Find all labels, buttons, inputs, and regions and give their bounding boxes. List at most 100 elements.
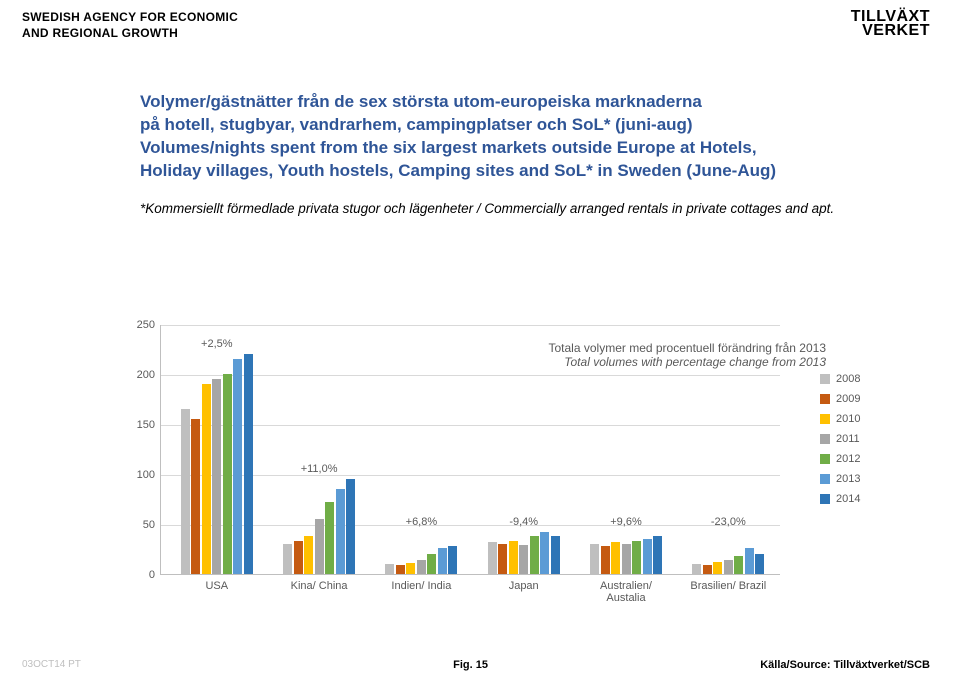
bar [530,536,539,574]
logo: TILLVÄXT VERKET [851,10,930,39]
bar [755,554,764,574]
legend-label: 2012 [836,453,860,465]
bar-group [385,546,457,574]
title-line2: på hotell, stugbyar, vandrarhem, camping… [140,114,860,137]
legend-label: 2014 [836,493,860,505]
bar [181,409,190,574]
chart-title-line1: Totala volymer med procentuell förändrin… [496,341,826,355]
bar [396,565,405,574]
bar [191,419,200,574]
bar [724,560,733,574]
gridline [161,425,780,426]
chart-title-line2: Total volumes with percentage change fro… [496,355,826,369]
title-main: Volymer/gästnätter från de sex största u… [140,91,860,183]
bar [315,519,324,574]
legend-swatch [820,494,830,504]
bar [223,374,232,574]
pct-annotation: -23,0% [711,516,746,528]
bar [498,544,507,574]
title-line4: Holiday villages, Youth hostels, Camping… [140,160,860,183]
y-tick-label: 200 [137,369,155,381]
x-category-label: Kina/ China [291,580,348,592]
bar [212,379,221,574]
x-category-label: USA [205,580,228,592]
bar [304,536,313,574]
bar [745,548,754,574]
bar [448,546,457,574]
footer: 03OCT14 PT Fig. 15 Källa/Source: Tillväx… [0,659,960,671]
y-tick-label: 100 [137,469,155,481]
bar [294,541,303,574]
bar [519,545,528,574]
bar [438,548,447,574]
x-category-label: Indien/ India [391,580,451,592]
footer-code: 03OCT14 PT [22,659,81,671]
bar [632,541,641,574]
bar-group [488,532,560,574]
bar [653,536,662,574]
agency-line1: SWEDISH AGENCY FOR ECONOMIC [22,10,238,26]
bar [601,546,610,574]
x-category-label: Australien/Austalia [600,580,652,604]
legend-item: 2011 [820,433,860,445]
y-tick-label: 250 [137,319,155,331]
pct-annotation: +9,6% [610,516,642,528]
bar [622,544,631,574]
bar-group [181,354,253,574]
y-tick-label: 50 [143,519,155,531]
title-line3: Volumes/nights spent from the six larges… [140,137,860,160]
legend-swatch [820,434,830,444]
header: SWEDISH AGENCY FOR ECONOMIC AND REGIONAL… [0,0,960,41]
legend-item: 2010 [820,413,860,425]
pct-annotation: +11,0% [301,463,338,475]
bar [233,359,242,574]
bar [427,554,436,574]
legend-label: 2011 [836,433,860,445]
agency-line2: AND REGIONAL GROWTH [22,26,238,42]
x-category-label: Japan [509,580,539,592]
gridline [161,475,780,476]
bar [325,502,334,574]
x-category-label: Brasilien/ Brazil [690,580,766,592]
gridline [161,525,780,526]
legend: 2008 2009 2010 2011 2012 2013 2014 [820,373,860,513]
legend-label: 2010 [836,413,860,425]
legend-swatch [820,414,830,424]
title-line1: Volymer/gästnätter från de sex största u… [140,91,860,114]
bar [611,542,620,574]
bar [283,544,292,574]
bar-group [283,479,355,574]
legend-label: 2009 [836,393,860,405]
footer-fig: Fig. 15 [453,659,488,671]
bar [417,560,426,574]
plot-area: Totala volymer med procentuell förändrin… [160,325,780,575]
title-block: Volymer/gästnätter från de sex största u… [140,91,860,216]
bar [385,564,394,574]
y-tick-label: 0 [149,569,155,581]
y-tick-label: 150 [137,419,155,431]
chart: Totala volymer med procentuell förändrin… [120,325,920,625]
legend-swatch [820,374,830,384]
bar-group [590,536,662,574]
footer-source: Källa/Source: Tillväxtverket/SCB [760,659,930,671]
legend-swatch [820,454,830,464]
pct-annotation: +2,5% [201,338,233,350]
bar [643,539,652,574]
legend-label: 2013 [836,473,860,485]
bar [336,489,345,574]
legend-item: 2012 [820,453,860,465]
bar [734,556,743,574]
legend-label: 2008 [836,373,860,385]
bar [703,565,712,574]
pct-annotation: +6,8% [406,516,438,528]
legend-item: 2013 [820,473,860,485]
bar [590,544,599,574]
bar [551,536,560,574]
bar [202,384,211,574]
bar [406,563,415,574]
legend-item: 2009 [820,393,860,405]
logo-bot: VERKET [851,24,930,38]
bar-group [692,548,764,574]
gridline [161,375,780,376]
pct-annotation: -9,4% [509,516,538,528]
